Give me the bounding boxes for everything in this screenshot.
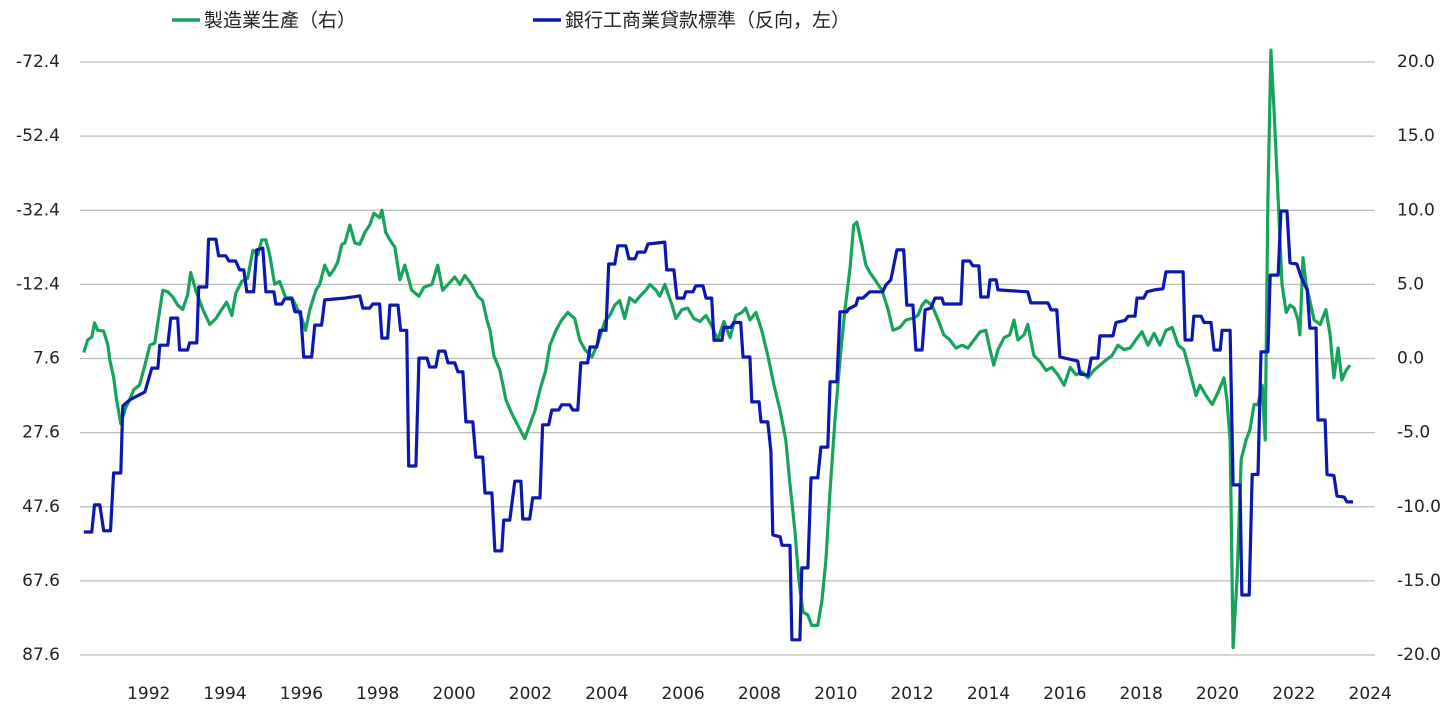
x-tick-label: 1992	[127, 684, 170, 704]
x-tick-label: 1998	[356, 684, 399, 704]
y2-tick-label: -20.0	[1397, 645, 1441, 665]
series-line	[83, 209, 1353, 642]
y-tick-label: -32.4	[16, 200, 60, 220]
legend-label: 製造業生產（右）	[204, 10, 356, 32]
y-tick-label: 47.6	[22, 497, 60, 517]
y-tick-label: 27.6	[22, 423, 60, 443]
x-tick-label: 2014	[967, 684, 1010, 704]
legend-label: 銀行工商業貸款標準（反向，左）	[565, 10, 850, 32]
x-tick-label: 2016	[1043, 684, 1086, 704]
series-line	[82, 48, 1352, 650]
x-tick-label: 2006	[661, 684, 704, 704]
x-tick-label: 1994	[203, 684, 246, 704]
x-tick-label: 2010	[814, 684, 857, 704]
y2-tick-label: 5.0	[1397, 274, 1424, 294]
x-tick-label: 2000	[432, 684, 475, 704]
y-tick-label: 67.6	[22, 571, 60, 591]
y2-tick-label: 20.0	[1397, 52, 1435, 72]
y2-tick-label: -5.0	[1397, 423, 1430, 443]
y-tick-label: -12.4	[16, 274, 60, 294]
x-tick-label: 2022	[1272, 684, 1315, 704]
y-tick-label: 7.6	[33, 349, 60, 369]
y-tick-label: -72.4	[16, 52, 60, 72]
x-tick-label: 2020	[1196, 684, 1239, 704]
x-tick-label: 2024	[1349, 684, 1392, 704]
x-tick-label: 2008	[738, 684, 781, 704]
y2-tick-label: -10.0	[1397, 497, 1441, 517]
x-tick-label: 2018	[1120, 684, 1163, 704]
x-tick-label: 1996	[280, 684, 323, 704]
y-tick-label: 87.6	[22, 645, 60, 665]
y2-tick-label: 15.0	[1397, 126, 1435, 146]
x-tick-label: 2012	[890, 684, 933, 704]
x-tick-label: 2002	[509, 684, 552, 704]
y2-tick-label: -15.0	[1397, 571, 1441, 591]
y2-tick-label: 0.0	[1397, 349, 1424, 369]
x-tick-label: 2004	[585, 684, 628, 704]
y-tick-label: -52.4	[16, 126, 60, 146]
y2-tick-label: 10.0	[1397, 200, 1435, 220]
